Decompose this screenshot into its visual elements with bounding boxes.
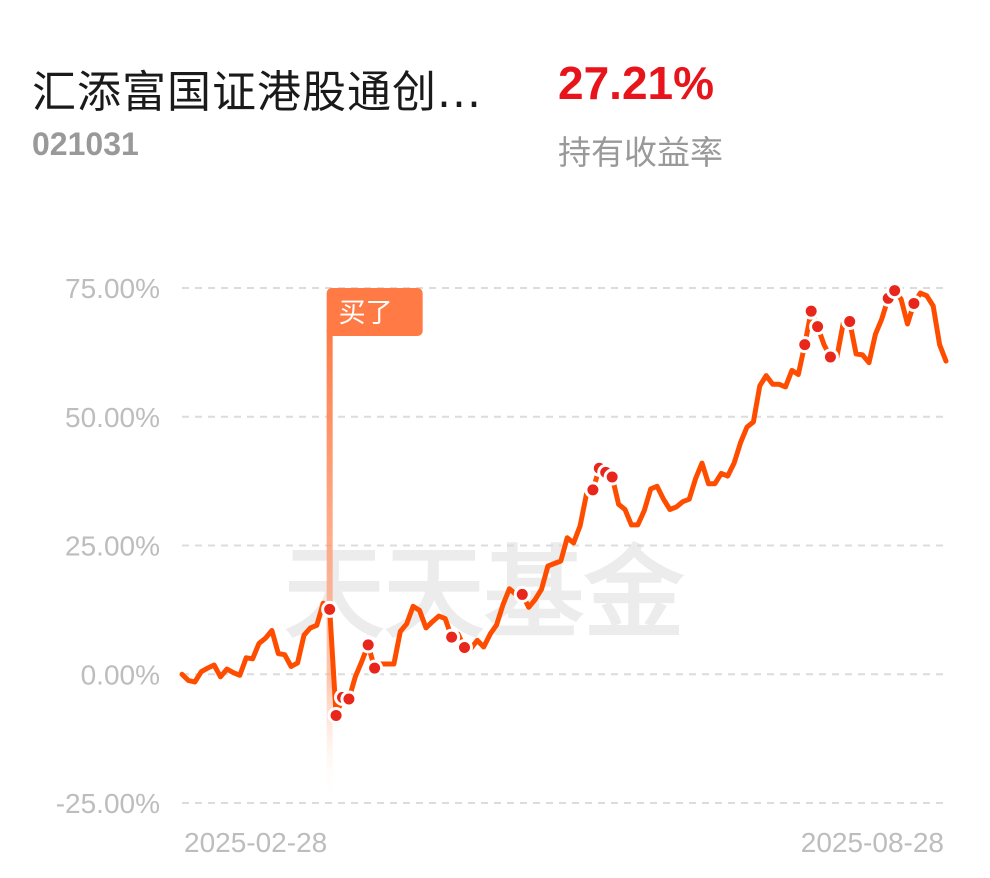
data-point[interactable] [603,468,621,486]
y-tick-label: -25.00% [56,788,160,819]
data-point[interactable] [455,638,473,656]
fund-name: 汇添富国证港股通创... [32,67,482,118]
y-axis-ticks: 75.00% 50.00% 25.00% 0.00% -25.00% [56,273,160,819]
data-point[interactable] [809,318,827,336]
data-point[interactable] [327,706,345,724]
data-point[interactable] [513,585,531,603]
holding-return-value: 27.21% [558,57,715,109]
buy-marker-label: 买了 [339,298,393,329]
buy-marker-flag [326,288,423,336]
y-tick-label: 25.00% [65,531,160,562]
data-point[interactable] [905,294,923,312]
holding-return-label: 持有收益率 [558,133,723,172]
data-point[interactable] [796,336,814,354]
fund-code: 021031 [32,126,139,162]
y-tick-label: 0.00% [81,659,160,690]
data-point[interactable] [443,628,461,646]
data-point[interactable] [340,690,358,708]
buy-marker-line [326,330,333,800]
buy-marker: 买了 [326,288,423,800]
data-point[interactable] [584,481,602,499]
watermark: 天天基金 [284,534,685,652]
x-tick-label: 2025-08-28 [801,827,944,858]
data-point[interactable] [359,636,377,654]
data-point[interactable] [821,348,839,366]
data-point[interactable] [841,312,859,330]
x-axis-ticks: 2025-02-28 2025-08-28 [184,827,944,858]
y-tick-label: 75.00% [65,273,160,304]
data-point[interactable] [321,600,339,618]
series-group [179,282,949,724]
data-point[interactable] [886,282,904,300]
y-tick-label: 50.00% [65,402,160,433]
x-tick-label: 2025-02-28 [184,827,327,858]
data-point[interactable] [366,659,384,677]
data-point[interactable] [802,302,820,320]
